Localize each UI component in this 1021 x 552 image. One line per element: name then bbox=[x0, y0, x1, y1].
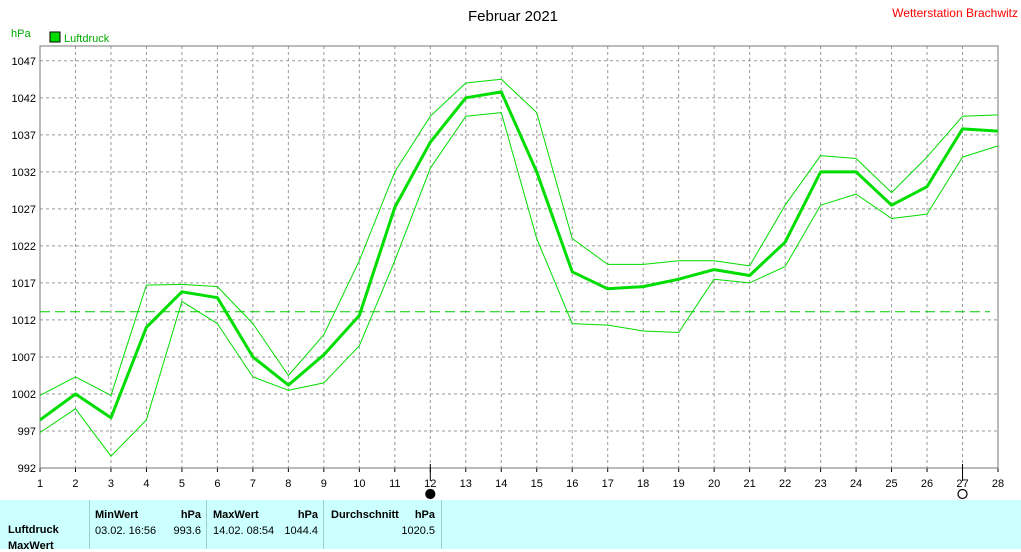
min-header: MinWert bbox=[95, 509, 139, 521]
x-tick-label: 2 bbox=[72, 478, 78, 490]
series-mean-line bbox=[39, 90, 999, 422]
moon-markers bbox=[425, 464, 968, 500]
avg-header: Durchschnitt bbox=[331, 509, 399, 521]
x-tick-label: 25 bbox=[885, 478, 897, 490]
x-tick-label: 14 bbox=[495, 478, 507, 490]
x-tick-label: 7 bbox=[250, 478, 256, 490]
y-tick-label: 1017 bbox=[12, 278, 36, 290]
plot-frame bbox=[39, 45, 999, 469]
grid bbox=[40, 46, 998, 468]
x-tick-label: 1 bbox=[37, 478, 43, 490]
series-max-line bbox=[39, 78, 999, 396]
x-tick-label: 9 bbox=[321, 478, 327, 490]
stats-row-label-2: MaxWert bbox=[8, 540, 54, 552]
y-tick-label: 1002 bbox=[12, 389, 36, 401]
y-tick-label: 1047 bbox=[12, 56, 36, 68]
x-tick-label: 11 bbox=[389, 478, 400, 490]
x-tick-label: 21 bbox=[744, 478, 756, 490]
x-tick-label: 3 bbox=[108, 478, 114, 490]
pressure-chart: Februar 2021 Wetterstation Brachwitz hPa… bbox=[11, 6, 1018, 500]
y-tick-label: 1037 bbox=[12, 130, 36, 142]
x-tick-label: 4 bbox=[143, 478, 149, 490]
stats-panel: Luftdruck MaxWert MinWert hPa 03.02. 16:… bbox=[0, 500, 1021, 552]
series-min-line bbox=[39, 112, 999, 457]
y-tick-label: 1012 bbox=[12, 315, 36, 327]
y-tick-label: 1032 bbox=[12, 167, 36, 179]
x-tick-label: 24 bbox=[850, 478, 862, 490]
y-axis-unit: hPa bbox=[11, 28, 31, 40]
x-tick-label: 23 bbox=[814, 478, 826, 490]
x-tick-label: 6 bbox=[214, 478, 220, 490]
legend-swatch bbox=[49, 31, 61, 43]
max-column: MaxWert hPa 14.02. 08:54 1044.4 bbox=[206, 500, 324, 549]
x-tick-label: 8 bbox=[285, 478, 291, 490]
x-tick-label: 10 bbox=[353, 478, 365, 490]
x-tick-label: 27 bbox=[956, 478, 968, 490]
stats-row-label: Luftdruck bbox=[8, 524, 59, 536]
max-value: 1044.4 bbox=[284, 525, 318, 537]
min-time: 03.02. 16:56 bbox=[95, 525, 157, 537]
avg-unit: hPa bbox=[414, 509, 435, 521]
x-tick-label: 15 bbox=[531, 478, 543, 490]
avg-column: Durchschnitt hPa 1020.5 bbox=[323, 500, 442, 549]
chart-title: Februar 2021 bbox=[468, 8, 558, 25]
x-tick-label: 26 bbox=[921, 478, 933, 490]
x-tick-label: 17 bbox=[602, 478, 614, 490]
station-name: Wetterstation Brachwitz bbox=[892, 6, 1018, 20]
x-tick-label: 22 bbox=[779, 478, 791, 490]
max-header: MaxWert bbox=[213, 509, 259, 521]
max-time: 14.02. 08:54 bbox=[213, 525, 275, 537]
new-moon-icon bbox=[957, 488, 968, 500]
x-tick-label: 18 bbox=[637, 478, 649, 490]
x-tick-label: 28 bbox=[992, 478, 1004, 490]
x-tick-label: 19 bbox=[673, 478, 685, 490]
legend-label: Luftdruck bbox=[64, 33, 110, 45]
y-tick-label: 992 bbox=[18, 463, 36, 475]
min-value: 993.6 bbox=[173, 525, 201, 537]
avg-value: 1020.5 bbox=[401, 525, 435, 537]
series bbox=[39, 78, 999, 457]
x-tick-label: 16 bbox=[566, 478, 578, 490]
y-tick-label: 1007 bbox=[12, 352, 36, 364]
y-tick-label: 1027 bbox=[12, 204, 36, 216]
min-unit: hPa bbox=[180, 509, 201, 521]
full-moon-icon bbox=[425, 488, 436, 500]
y-tick-label: 1022 bbox=[12, 241, 36, 253]
axes: 9929971002100710121017102210271032103710… bbox=[12, 45, 1004, 490]
x-tick-label: 13 bbox=[460, 478, 472, 490]
y-tick-label: 1042 bbox=[12, 93, 36, 105]
y-tick-label: 997 bbox=[18, 426, 36, 438]
x-tick-label: 20 bbox=[708, 478, 720, 490]
x-tick-label: 12 bbox=[424, 478, 436, 490]
min-column: MinWert hPa 03.02. 16:56 993.6 bbox=[89, 500, 207, 549]
max-unit: hPa bbox=[297, 509, 318, 521]
x-tick-label: 5 bbox=[179, 478, 185, 490]
